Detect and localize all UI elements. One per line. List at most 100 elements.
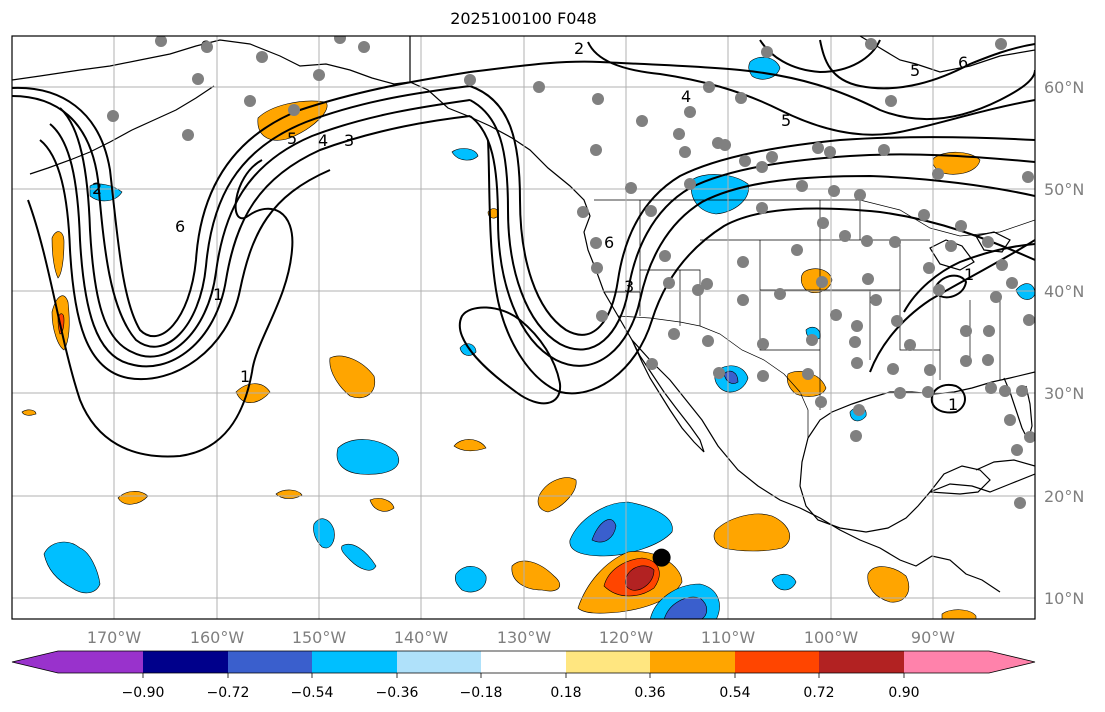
station-marker (182, 129, 194, 141)
colorbar-tick-label: 0.18 (550, 685, 581, 701)
contour-label: 4 (318, 131, 328, 150)
anomaly-patch (1015, 283, 1035, 300)
highlight-point (652, 548, 671, 567)
station-marker (922, 386, 934, 398)
contour-label: 1 (948, 395, 958, 414)
station-marker (739, 155, 751, 167)
lon-tick-label: 110°W (701, 628, 756, 647)
station-marker (577, 206, 589, 218)
lat-tick-label: 30°N (1044, 384, 1084, 403)
colorbar-tick-label: −0.18 (460, 685, 503, 701)
station-marker (839, 230, 851, 242)
station-marker (999, 385, 1011, 397)
station-marker (757, 370, 769, 382)
station-marker (719, 139, 731, 151)
gridlines (12, 36, 1035, 619)
contour-line (487, 139, 1035, 395)
hudson-bay (859, 36, 1035, 73)
colorbar-tick-labels: −0.90 −0.72 −0.54 −0.36 −0.18 0.18 0.36 … (122, 685, 920, 701)
station-marker (288, 104, 300, 116)
us-mexico-border (617, 315, 809, 438)
station-marker (983, 325, 995, 337)
colorbar-cell (650, 651, 735, 673)
colorbar-cell (481, 651, 566, 673)
station-marker (334, 36, 346, 44)
map-title: 2025100100 F048 (450, 9, 597, 28)
station-marker (865, 38, 877, 50)
anomaly-patch (867, 566, 910, 603)
anomaly-patch (941, 609, 977, 619)
cuba (975, 459, 1035, 471)
station-marker (932, 168, 944, 180)
contour-line (469, 115, 1035, 367)
station-marker (812, 142, 824, 154)
anomaly-patch (569, 501, 673, 557)
station-marker (923, 262, 935, 274)
station-marker (862, 273, 874, 285)
station-marker (933, 284, 945, 296)
contour-line (59, 99, 471, 358)
station-marker (828, 185, 840, 197)
station-marker (1011, 444, 1023, 456)
anomaly-patch (21, 409, 37, 416)
lon-tick-labels: 170°W 160°W 150°W 140°W 130°W 120°W 110°… (87, 628, 955, 647)
station-marker (646, 358, 658, 370)
anomaly-patch (43, 541, 101, 594)
contour-line (934, 274, 968, 299)
station-marker (889, 236, 901, 248)
station-marker (256, 51, 268, 63)
contour-label: 6 (958, 53, 968, 72)
colorbar-cell (228, 651, 312, 673)
station-marker (756, 202, 768, 214)
anomaly-patch (453, 439, 487, 452)
station-marker (982, 236, 994, 248)
colorbar-tick-label: −0.54 (291, 685, 334, 701)
station-marker (464, 74, 476, 86)
map-panel: 6 1 1 2 6 3 4 5 2 4 5 5 6 6 3 1 1 (11, 35, 1036, 620)
station-marker (766, 151, 778, 163)
contour-line (930, 384, 966, 414)
anomaly-patch (771, 573, 797, 591)
station-marker (887, 363, 899, 375)
contour-line (587, 41, 1035, 136)
station-marker (756, 161, 768, 173)
colorbar-cell (819, 651, 904, 673)
colorbar-extend-high (904, 651, 1035, 673)
station-marker (659, 250, 671, 262)
station-marker (1022, 171, 1034, 183)
station-marker (849, 336, 861, 348)
contour-label: 5 (287, 129, 297, 148)
station-marker (878, 144, 890, 156)
lon-tick-label: 100°W (804, 628, 859, 647)
contour-line (469, 99, 1035, 351)
station-marker (1024, 431, 1035, 443)
lon-tick-label: 130°W (497, 628, 552, 647)
station-marker (596, 310, 608, 322)
station-marker (590, 144, 602, 156)
station-marker (904, 339, 916, 351)
station-marker (996, 259, 1008, 271)
station-marker (791, 244, 803, 256)
anomaly-patch (537, 477, 577, 513)
station-marker (1023, 314, 1035, 326)
contour-label: 2 (574, 39, 584, 58)
station-marker (817, 217, 829, 229)
station-marker (645, 205, 657, 217)
station-marker (358, 41, 370, 53)
station-marker (761, 46, 773, 58)
anomaly-patch (51, 231, 65, 279)
station-marker (592, 93, 604, 105)
station-marker (851, 357, 863, 369)
contour-label: 3 (624, 277, 634, 296)
lon-tick-label: 160°W (190, 628, 245, 647)
station-marker (684, 178, 696, 190)
anomaly-patch (713, 513, 791, 552)
contour-line (27, 159, 294, 458)
station-marker (663, 277, 675, 289)
colorbar-tick-label: 0.54 (719, 685, 750, 701)
station-marker (960, 325, 972, 337)
station-marker (673, 128, 685, 140)
station-marker (1016, 385, 1028, 397)
anomaly-patch (591, 519, 617, 543)
